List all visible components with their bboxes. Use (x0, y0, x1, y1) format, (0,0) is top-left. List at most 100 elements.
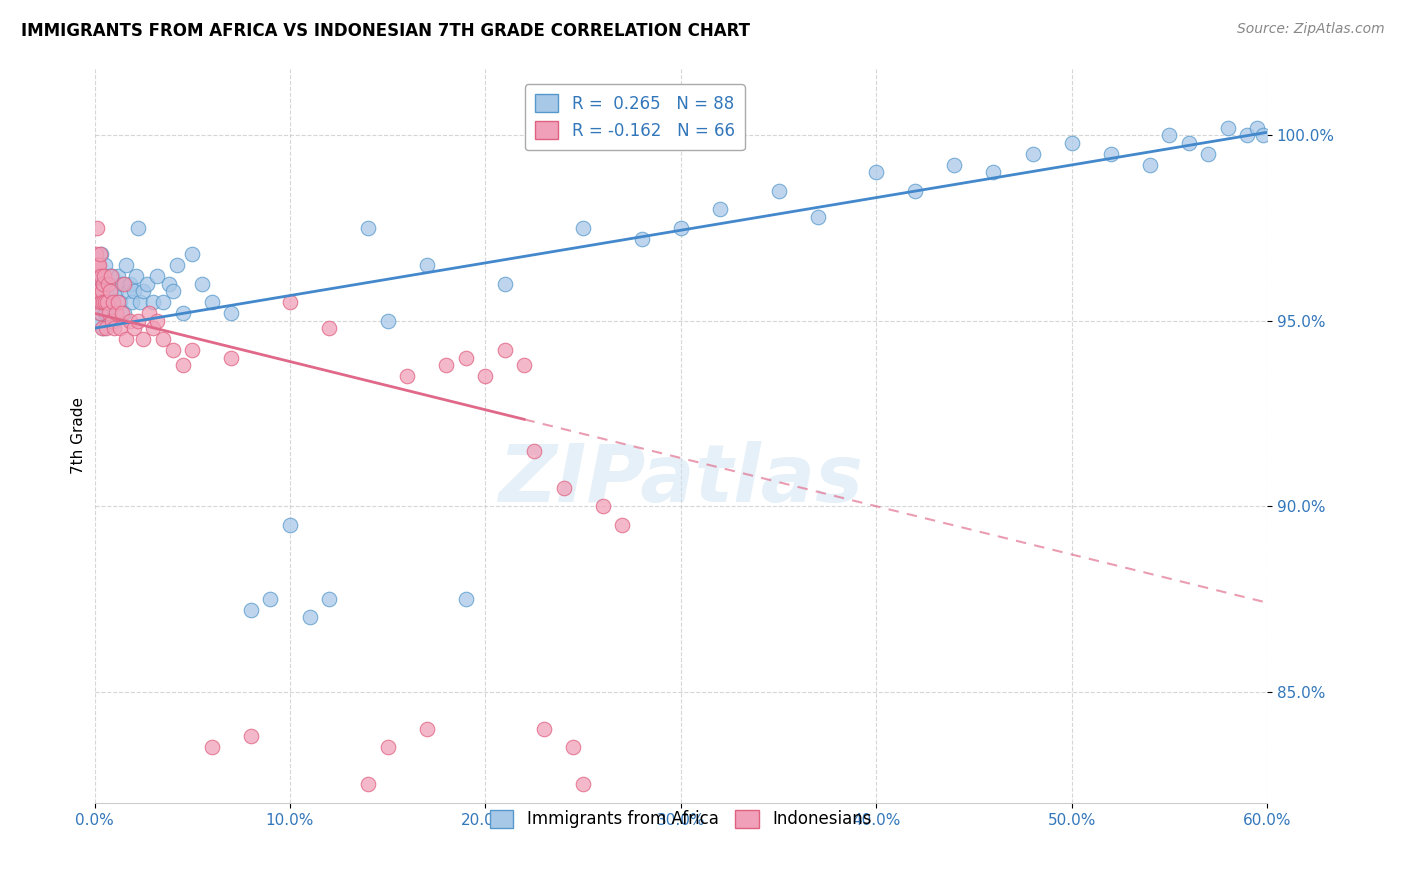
Point (434, 358, 457, 372)
Point (89, 295, 111, 310)
Point (138, 306, 160, 320)
Point (630, 232, 652, 246)
Point (162, 284, 184, 298)
Point (117, 284, 139, 298)
Point (709, 202, 731, 217)
Point (146, 314, 169, 328)
Point (298, 610, 321, 624)
Point (1060, 136, 1083, 150)
Point (943, 158, 966, 172)
Point (377, 314, 399, 328)
Point (87, 258, 110, 272)
Point (172, 306, 194, 320)
Point (572, 777, 595, 791)
Point (91, 277, 114, 291)
Point (1197, 146, 1219, 161)
Point (562, 740, 585, 755)
Point (768, 184, 790, 198)
Point (181, 247, 204, 261)
Point (1159, 128, 1181, 143)
Point (278, 295, 301, 310)
Point (84, 247, 107, 261)
Point (278, 517, 301, 532)
Point (612, 517, 634, 532)
Point (136, 277, 159, 291)
Point (96, 277, 118, 291)
Point (96, 295, 118, 310)
Point (127, 221, 149, 235)
Point (127, 314, 149, 328)
Point (86, 277, 108, 291)
Point (100, 284, 122, 298)
Point (318, 591, 340, 606)
Point (89, 314, 111, 328)
Point (94, 284, 117, 298)
Point (1021, 146, 1043, 161)
Point (93, 295, 115, 310)
Point (93, 269, 115, 284)
Text: IMMIGRANTS FROM AFRICA VS INDONESIAN 7TH GRADE CORRELATION CHART: IMMIGRANTS FROM AFRICA VS INDONESIAN 7TH… (21, 22, 749, 40)
Point (107, 295, 129, 310)
Point (122, 321, 145, 335)
Point (115, 332, 138, 346)
Point (107, 269, 129, 284)
Point (86, 306, 108, 320)
Point (416, 258, 439, 272)
Point (474, 369, 496, 384)
Legend: Immigrants from Africa, Indonesians: Immigrants from Africa, Indonesians (484, 803, 879, 835)
Point (181, 343, 204, 358)
Point (103, 321, 125, 335)
Point (239, 603, 262, 617)
Y-axis label: 7th Grade: 7th Grade (72, 397, 86, 475)
Point (101, 269, 124, 284)
Point (494, 277, 516, 291)
Point (96, 321, 118, 335)
Point (454, 351, 477, 365)
Point (93, 277, 115, 291)
Point (152, 332, 174, 346)
Point (533, 722, 555, 736)
Point (112, 277, 135, 291)
Point (93, 295, 115, 310)
Point (98, 306, 121, 320)
Point (142, 295, 165, 310)
Point (84, 284, 107, 298)
Point (115, 258, 138, 272)
Point (90, 295, 112, 310)
Point (101, 295, 124, 310)
Point (89, 306, 111, 320)
Point (132, 332, 155, 346)
Point (84, 269, 107, 284)
Point (87, 284, 110, 298)
Point (865, 165, 887, 179)
Point (221, 351, 243, 365)
Point (357, 221, 380, 235)
Point (91, 321, 114, 335)
Point (103, 314, 125, 328)
Point (1139, 158, 1161, 172)
Point (152, 295, 174, 310)
Point (98, 314, 121, 328)
Point (201, 740, 224, 755)
Point (87, 284, 110, 298)
Point (983, 165, 1005, 179)
Text: ZIPatlas: ZIPatlas (498, 441, 863, 519)
Point (101, 314, 124, 328)
Point (90, 306, 112, 320)
Point (112, 306, 135, 320)
Point (87, 269, 110, 284)
Point (108, 321, 131, 335)
Point (157, 277, 180, 291)
Point (1216, 120, 1239, 135)
Point (513, 358, 536, 372)
Point (318, 321, 340, 335)
Point (87, 295, 110, 310)
Point (146, 269, 169, 284)
Point (91, 284, 114, 298)
Point (111, 277, 134, 291)
Point (142, 321, 165, 335)
Point (94, 258, 117, 272)
Point (128, 295, 150, 310)
Point (89, 277, 111, 291)
Point (259, 591, 281, 606)
